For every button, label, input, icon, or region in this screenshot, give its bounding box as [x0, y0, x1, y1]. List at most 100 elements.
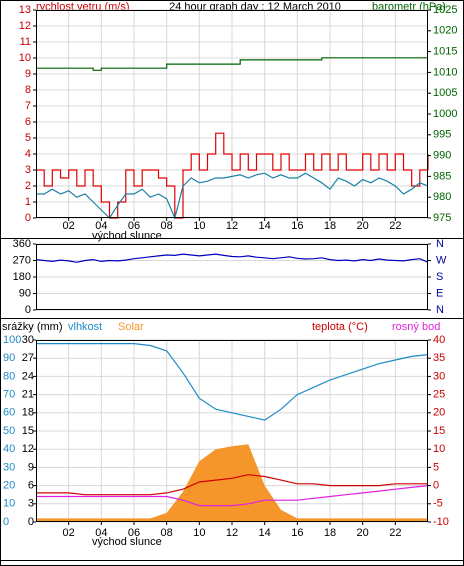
y-tick-label: 8 — [25, 84, 31, 96]
legend-label: vlhkost — [68, 321, 102, 333]
y2-tick-label: -10 — [433, 516, 449, 528]
line — [36, 343, 429, 421]
y2-tick-label: 5 — [433, 461, 439, 473]
x-tick-label: 22 — [389, 220, 401, 232]
y-tick-label: 30 — [3, 461, 15, 473]
x-tick-label: 02 — [63, 527, 75, 539]
y2-tick-label: 15 — [433, 425, 445, 437]
y-tick-label: 10 — [3, 498, 15, 510]
y2-tick-label: W — [436, 254, 447, 266]
x-tick-label: 08 — [161, 220, 173, 232]
y2-tick-label: S — [436, 271, 443, 283]
y3-tick-label: 21 — [22, 389, 34, 401]
y3-tick-label: 30 — [22, 334, 34, 346]
y2-tick-label: 980 — [433, 191, 451, 203]
y2-tick-label: 10 — [433, 443, 445, 455]
y-tick-label: 180 — [13, 271, 31, 283]
y2-tick-label: 25 — [433, 389, 445, 401]
y-tick-label: 0 — [3, 516, 9, 528]
legend-label: Solar — [118, 321, 144, 333]
y2-tick-label: -5 — [433, 498, 443, 510]
x-tick-label: 22 — [389, 527, 401, 539]
y-tick-label: 0 — [25, 212, 31, 224]
y-tick-label: 50 — [3, 425, 15, 437]
y-tick-label: 6 — [25, 116, 31, 128]
plot-frame — [36, 244, 428, 310]
x-tick-label: 14 — [259, 220, 271, 232]
x-tick-label: 12 — [226, 220, 238, 232]
y-tick-label: 11 — [20, 36, 31, 48]
y-tick-label: 0 — [25, 304, 31, 316]
y2-tick-label: 990 — [433, 150, 451, 162]
x-tick-label: 18 — [324, 220, 336, 232]
y3-tick-label: 6 — [28, 480, 34, 492]
y2-tick-label: 985 — [433, 170, 451, 182]
x-tick-label: 18 — [324, 527, 336, 539]
y2-tick-label: 1020 — [433, 25, 457, 37]
x-tick-label: 04 — [95, 220, 107, 232]
x-tick-label: 14 — [259, 527, 271, 539]
legend-label: rosný bod — [392, 321, 440, 333]
y3-axis-label: srážky (mm) — [2, 321, 63, 333]
legend-label: teplota (°C) — [312, 321, 368, 333]
y-tick-label: 9 — [25, 68, 31, 80]
line — [36, 474, 428, 496]
y-tick-label: 40 — [3, 443, 15, 455]
line — [36, 132, 429, 219]
line — [36, 172, 429, 220]
y2-tick-label: 35 — [433, 352, 445, 364]
x-tick-label: 10 — [193, 220, 205, 232]
y-tick-label: 20 — [3, 480, 15, 492]
y2-tick-label: 1015 — [433, 46, 457, 58]
x-tick-label: 06 — [128, 220, 140, 232]
y2-tick-label: 1025 — [433, 4, 457, 16]
line — [36, 57, 428, 71]
y-tick-label: 100 — [3, 334, 21, 346]
y3-tick-label: 24 — [22, 370, 34, 382]
y2-tick-label: 0 — [433, 480, 439, 492]
x-tick-label: 04 — [95, 527, 107, 539]
y2-tick-label: 975 — [433, 212, 451, 224]
y-tick-label: 2 — [25, 180, 31, 192]
y-tick-label: 4 — [25, 148, 31, 160]
area — [36, 444, 428, 522]
y-tick-label: 1 — [25, 196, 31, 208]
line — [36, 485, 429, 507]
y-tick-label: 60 — [3, 407, 15, 419]
y2-tick-label: 1010 — [433, 66, 457, 78]
x-tick-label: 06 — [128, 527, 140, 539]
y3-tick-label: 0 — [28, 516, 34, 528]
y3-tick-label: 27 — [22, 352, 34, 364]
line — [35, 253, 429, 263]
y-tick-label: 70 — [3, 389, 15, 401]
y2-tick-label: N — [436, 238, 444, 250]
x-tick-label: 02 — [63, 220, 75, 232]
y-tick-label: 12 — [19, 20, 31, 32]
x-tick-label: 08 — [161, 527, 173, 539]
y3-tick-label: 15 — [22, 425, 34, 437]
annotation: východ slunce — [92, 536, 162, 548]
y-tick-label: 3 — [25, 164, 31, 176]
y2-tick-label: 995 — [433, 129, 451, 141]
y2-tick-label: 1000 — [433, 108, 457, 120]
y-tick-label: 270 — [13, 254, 31, 266]
y3-tick-label: 12 — [22, 443, 34, 455]
y-tick-label: 80 — [3, 370, 15, 382]
x-tick-label: 20 — [357, 527, 369, 539]
x-tick-label: 10 — [193, 527, 205, 539]
y-tick-label: 90 — [19, 287, 31, 299]
x-tick-label: 20 — [357, 220, 369, 232]
y3-tick-label: 9 — [28, 461, 34, 473]
plot-frame — [36, 10, 428, 218]
y2-tick-label: 30 — [433, 370, 445, 382]
y3-tick-label: 3 — [28, 498, 34, 510]
y2-tick-label: 20 — [433, 407, 445, 419]
y2-tick-label: 1005 — [433, 87, 457, 99]
annotation: východ slunce — [92, 230, 162, 242]
y-tick-label: 7 — [25, 100, 31, 112]
y2-tick-label: 40 — [433, 334, 445, 346]
y-tick-label: 10 — [19, 52, 31, 64]
y3-tick-label: 18 — [22, 407, 34, 419]
x-tick-label: 12 — [226, 527, 238, 539]
